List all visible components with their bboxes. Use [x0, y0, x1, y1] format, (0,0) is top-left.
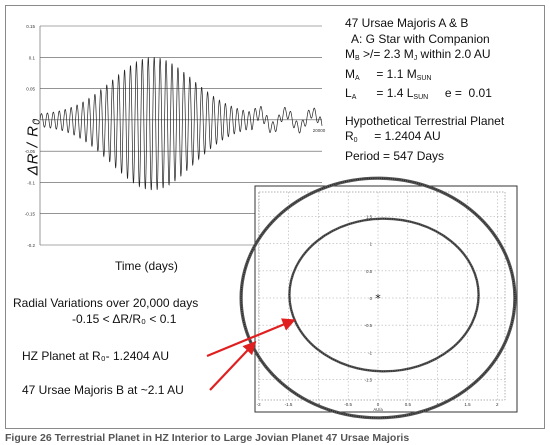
y-tick-label: 0 [32, 118, 35, 123]
planet-b-arrow [209, 341, 257, 391]
star-type-line: A: G Star with Companion [351, 31, 490, 46]
orbit-x-tick-label: -1.5 [285, 402, 293, 407]
orbit-x-tick-label: 0 [377, 402, 380, 407]
y-tick-label: -0.05 [25, 149, 36, 154]
x-tick-label: 20000 [313, 128, 326, 133]
period-line: Period = 547 Days [345, 148, 445, 163]
y-tick-label: -0.2 [27, 243, 35, 248]
y-tick-label: -0.15 [25, 212, 36, 217]
hz-planet-orbit-texture [288, 218, 480, 372]
orbit-y-tick-label: 0 [370, 296, 373, 301]
star-info-panel: 47 Ursae Majoris A & B A: G Star with Co… [345, 16, 504, 164]
mass-b-line: MB >/= 2.3 MJ within 2.0 AU [345, 47, 491, 62]
orbit-y-tick-label: 0.5 [366, 269, 372, 274]
orbit-x-tick-label: 2 [496, 402, 499, 407]
star-marker: * [375, 292, 381, 305]
mass-a-line: MA = 1.1 MSUN [345, 66, 432, 82]
hyp-planet-title: Hypothetical Terrestrial Planet [345, 113, 505, 128]
r0-line: R0 = 1.2404 AU [345, 129, 441, 144]
orbit-x-tick-label: 0.5 [405, 402, 412, 407]
y-tick-label: 0.15 [26, 24, 35, 29]
radial-variation-title: Radial Variations over 20,000 days [13, 296, 199, 310]
hz-planet-label: HZ Planet at R₀- 1.2404 AU [22, 349, 170, 363]
orbit-y-tick-label: 1.5 [366, 215, 372, 220]
orbit-y-tick-label: -0.5 [365, 323, 373, 328]
orbit-plot-frame [254, 185, 518, 413]
x-axis-label: Time (days) [115, 259, 178, 273]
orbit-y-tick-label: -1.5 [365, 377, 373, 382]
orbit-x-tick-label: -0.5 [344, 402, 352, 407]
luminosity-line: LA = 1.4 LSUN e = 0.01 [345, 86, 492, 101]
orbit-grid-box [258, 191, 506, 401]
planet-b-label: 47 Ursae Majoris B at ~2.1 AU [22, 383, 184, 397]
orbit-y-tick-label: -1 [368, 350, 372, 355]
radial-variation-range: -0.15 < ΔR/R₀ < 0.1 [72, 312, 177, 326]
planet-b-orbit-texture [240, 177, 516, 419]
radial-variation-trace [39, 57, 323, 191]
hz-planet-arrow [206, 318, 296, 358]
orbit-x-axis-label: AU/a [373, 407, 383, 412]
y-tick-label: -0.1 [27, 180, 35, 185]
star-title: 47 Ursae Majoris A & B [345, 16, 469, 30]
y-tick-label: 0.1 [29, 55, 36, 60]
y-axis-label: ΔR / R₀ [24, 117, 42, 176]
orbit-y-tick-label: 1 [370, 242, 373, 247]
orbit-x-tick-label: 1.5 [464, 402, 471, 407]
y-tick-label: 0.05 [26, 87, 35, 92]
orbit-x-tick-label: -2 [257, 402, 261, 407]
figure-caption: Figure 26 Terrestrial Planet in HZ Inter… [5, 432, 410, 444]
